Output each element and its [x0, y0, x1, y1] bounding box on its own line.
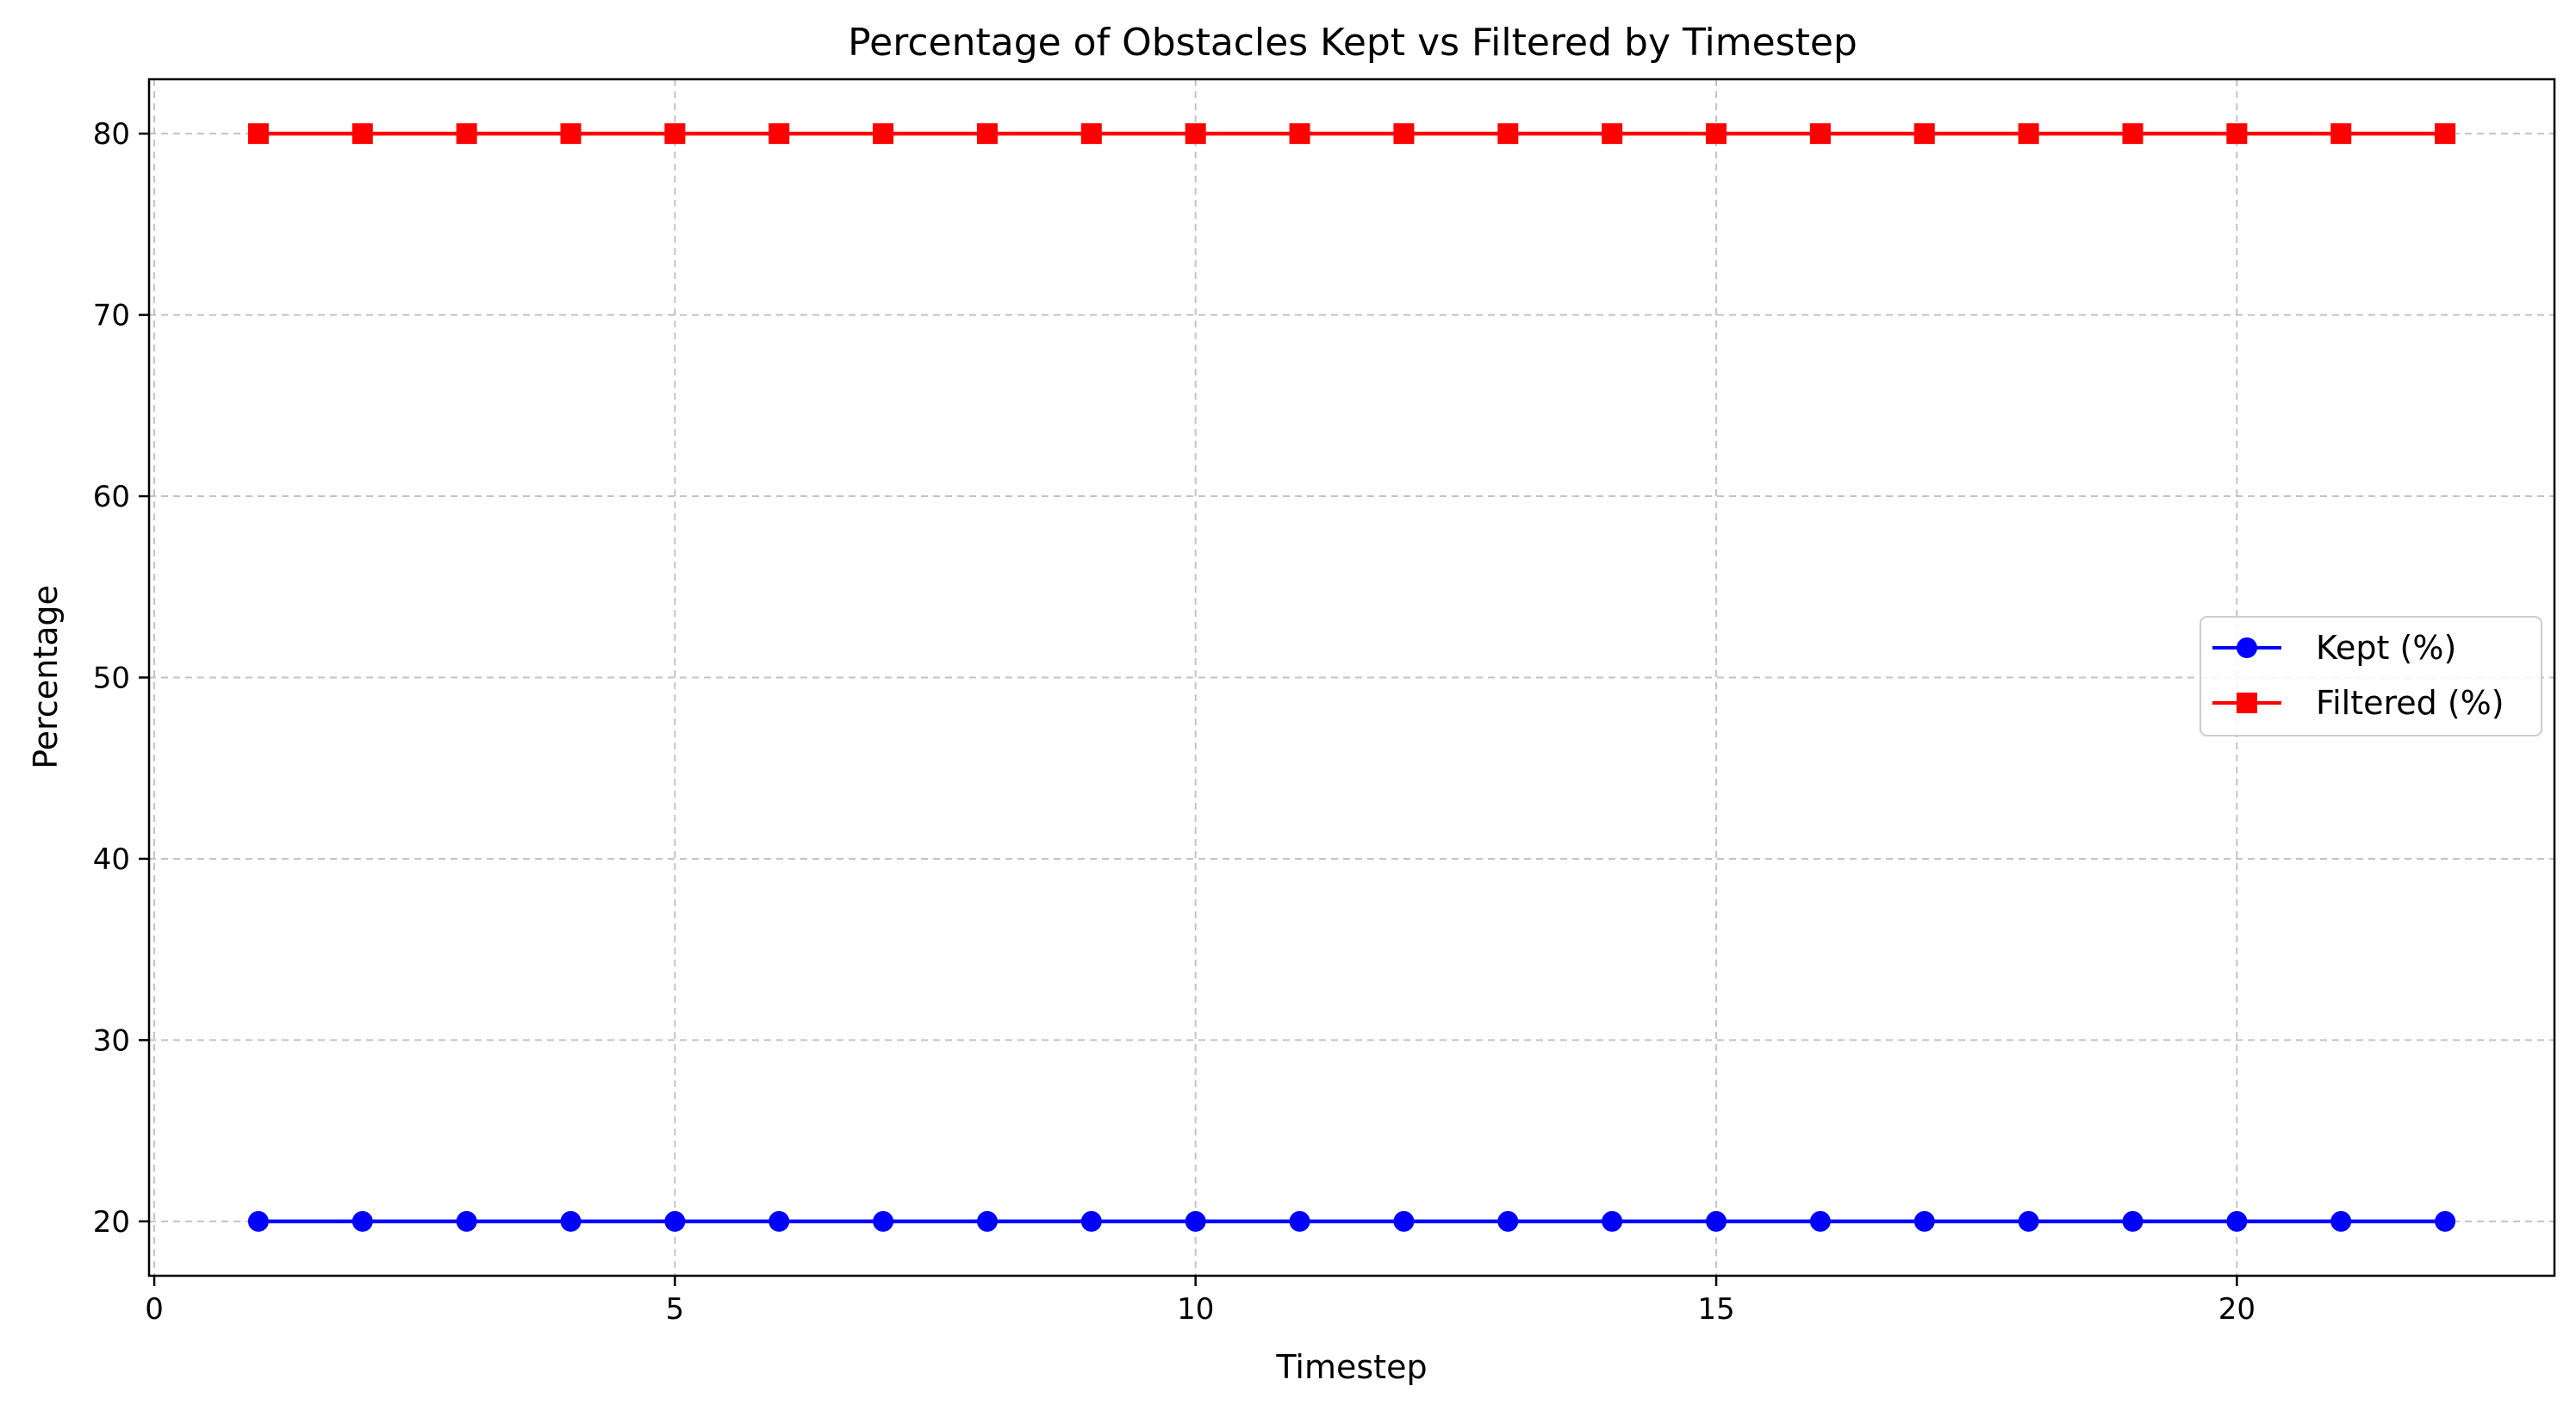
data-point — [2226, 1210, 2248, 1232]
series-kept — [247, 1210, 2456, 1232]
data-point — [2226, 123, 2248, 145]
data-point — [2330, 1210, 2352, 1232]
data-point — [560, 1210, 582, 1232]
data-point — [2018, 1210, 2039, 1232]
data-point — [2435, 123, 2456, 145]
legend-filtered-label: Filtered (%) — [2316, 684, 2504, 722]
x-tick-label: 10 — [1177, 1292, 1214, 1327]
data-point — [2122, 123, 2144, 145]
legend-kept-label: Kept (%) — [2316, 629, 2456, 667]
data-point — [560, 123, 582, 145]
series-layer — [247, 123, 2456, 1232]
data-point — [1706, 1210, 1727, 1232]
data-point — [352, 1210, 373, 1232]
data-point — [873, 123, 894, 145]
data-point — [768, 1210, 790, 1232]
data-point — [2435, 1210, 2456, 1232]
data-point — [456, 123, 477, 145]
data-point — [664, 123, 686, 145]
data-point — [1913, 123, 1935, 145]
data-point — [1809, 1210, 1831, 1232]
data-point — [1080, 1210, 1102, 1232]
x-tick-label: 15 — [1697, 1292, 1734, 1327]
data-point — [1706, 123, 1727, 145]
y-tick-label: 20 — [93, 1205, 130, 1240]
data-point — [1080, 123, 1102, 145]
data-point — [1289, 123, 1310, 145]
y-tick-label: 60 — [93, 480, 130, 514]
data-point — [2122, 1210, 2144, 1232]
legend-box — [2200, 616, 2542, 737]
data-point — [1602, 1210, 1623, 1232]
data-point — [1289, 1210, 1310, 1232]
legend: Kept (%) Filtered (%) — [2200, 616, 2542, 737]
y-tick-label: 70 — [93, 299, 130, 333]
plot-area-frame — [147, 78, 2556, 1277]
data-point — [247, 1210, 269, 1232]
x-tick-label: 5 — [666, 1292, 685, 1327]
y-tick-label: 40 — [93, 842, 130, 877]
series-filtered — [247, 123, 2456, 145]
data-point — [1497, 1210, 1519, 1232]
data-point — [768, 123, 790, 145]
y-axis-label: Percentage — [27, 585, 65, 769]
data-point — [873, 1210, 894, 1232]
axis-ticks: 0 5 10 15 20 20 30 40 50 60 70 80 — [93, 117, 2256, 1327]
data-point — [1809, 123, 1831, 145]
data-point — [1393, 1210, 1415, 1232]
data-point — [976, 123, 998, 145]
data-point — [1913, 1210, 1935, 1232]
legend-kept-marker — [2237, 637, 2257, 658]
data-point — [1393, 123, 1415, 145]
y-tick-label: 50 — [93, 662, 130, 696]
x-tick-label: 0 — [145, 1292, 164, 1327]
data-point — [456, 1210, 477, 1232]
data-point — [1602, 123, 1623, 145]
y-tick-label: 30 — [93, 1023, 130, 1058]
chart-title: Percentage of Obstacles Kept vs Filtered… — [848, 21, 1857, 65]
x-tick-label: 20 — [2218, 1292, 2256, 1327]
data-point — [1497, 123, 1519, 145]
data-point — [976, 1210, 998, 1232]
data-point — [352, 123, 373, 145]
data-point — [1185, 123, 1206, 145]
legend-filtered-marker — [2237, 693, 2257, 713]
data-point — [247, 123, 269, 145]
y-tick-label: 80 — [93, 117, 130, 152]
data-point — [2330, 123, 2352, 145]
data-point — [664, 1210, 686, 1232]
data-point — [2018, 123, 2039, 145]
x-axis-label: Timestep — [1275, 1348, 1427, 1386]
data-point — [1185, 1210, 1206, 1232]
